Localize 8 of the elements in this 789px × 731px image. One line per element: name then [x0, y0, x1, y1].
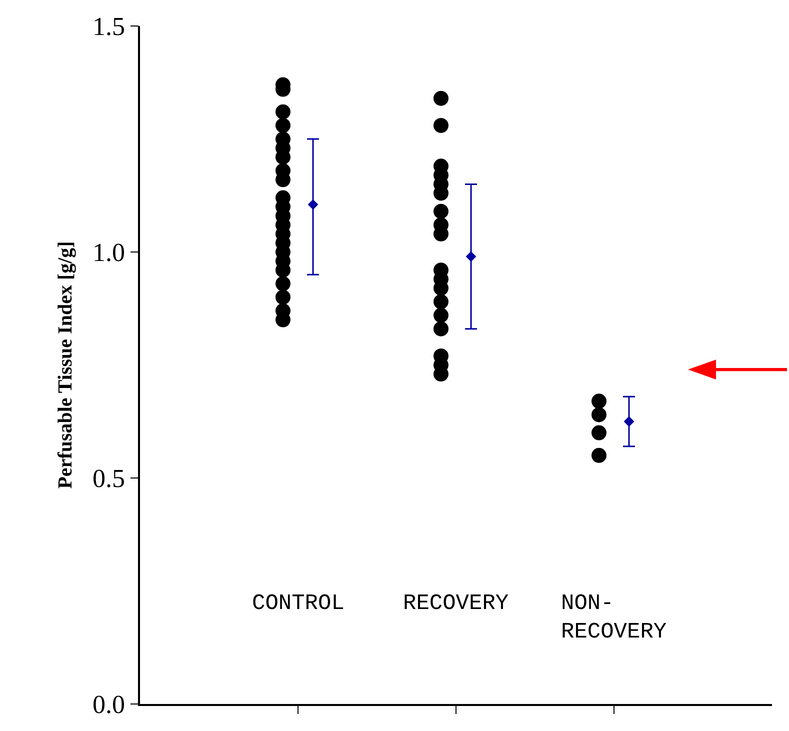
y-tick-label: 0.5 — [92, 464, 126, 494]
y-tick-label: 1.0 — [92, 238, 126, 268]
y-axis-title: Perfusable Tissue Index [g/g] — [54, 241, 77, 489]
x-tick-label: CONTROL — [252, 591, 344, 616]
y-tick-label: 0.0 — [92, 690, 126, 720]
y-tick-label: 1.5 — [92, 12, 126, 42]
x-tick-label: NON- RECOVERY — [561, 591, 667, 645]
x-tick-label: RECOVERY — [403, 591, 509, 616]
